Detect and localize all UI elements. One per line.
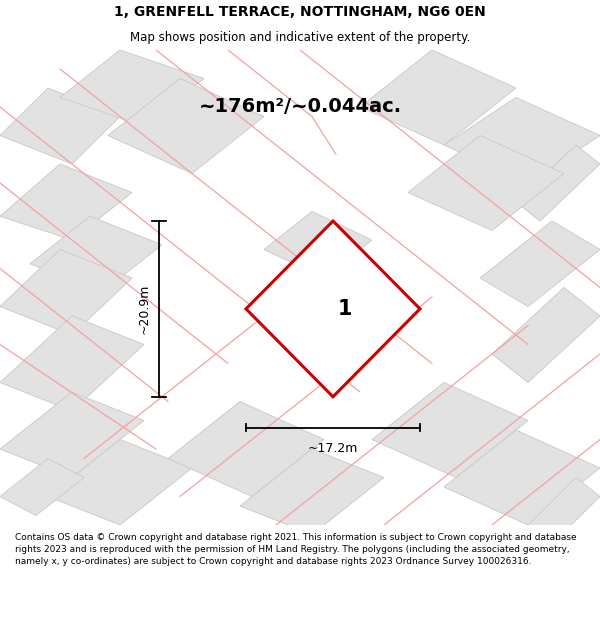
Polygon shape <box>372 382 528 478</box>
Polygon shape <box>0 392 144 478</box>
Polygon shape <box>0 164 132 240</box>
Text: 1, GRENFELL TERRACE, NOTTINGHAM, NG6 0EN: 1, GRENFELL TERRACE, NOTTINGHAM, NG6 0EN <box>114 6 486 19</box>
Text: ~20.9m: ~20.9m <box>137 284 151 334</box>
Polygon shape <box>60 50 204 126</box>
Polygon shape <box>444 98 600 183</box>
Polygon shape <box>0 88 120 164</box>
Text: 1: 1 <box>338 299 352 319</box>
Polygon shape <box>516 145 600 221</box>
Polygon shape <box>108 79 264 174</box>
Polygon shape <box>264 211 372 278</box>
Polygon shape <box>246 221 420 397</box>
Polygon shape <box>240 449 384 534</box>
Polygon shape <box>480 221 600 306</box>
Polygon shape <box>0 316 144 411</box>
Polygon shape <box>360 50 516 145</box>
Polygon shape <box>492 288 600 382</box>
Polygon shape <box>528 478 600 544</box>
Polygon shape <box>0 249 132 335</box>
Polygon shape <box>408 136 564 231</box>
Text: ~17.2m: ~17.2m <box>308 442 358 456</box>
Polygon shape <box>30 216 162 292</box>
Text: Contains OS data © Crown copyright and database right 2021. This information is : Contains OS data © Crown copyright and d… <box>15 533 577 566</box>
Polygon shape <box>444 430 600 525</box>
Text: Map shows position and indicative extent of the property.: Map shows position and indicative extent… <box>130 31 470 44</box>
Polygon shape <box>168 401 324 496</box>
Polygon shape <box>0 459 84 516</box>
Text: ~176m²/~0.044ac.: ~176m²/~0.044ac. <box>199 98 401 116</box>
Polygon shape <box>48 439 192 525</box>
